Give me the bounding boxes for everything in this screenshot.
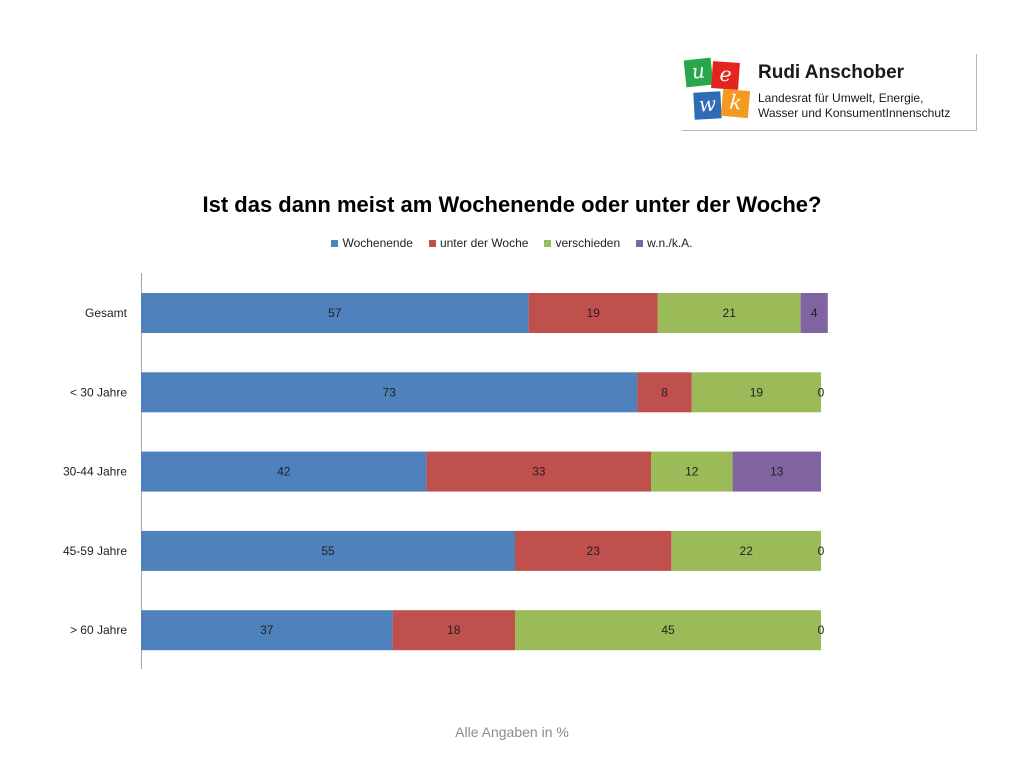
data-label: 0 xyxy=(818,623,825,637)
data-label: 21 xyxy=(723,306,737,320)
legend-label: w.n./k.A. xyxy=(647,236,693,250)
logo: u e w k Rudi Anschober Landesrat für Umw… xyxy=(682,54,977,131)
bar-segment xyxy=(691,372,821,413)
bar-segment xyxy=(141,372,638,413)
data-label: 0 xyxy=(818,544,825,558)
bar-segment xyxy=(426,451,651,492)
bar-segment xyxy=(637,372,692,413)
bar-segment xyxy=(141,610,393,651)
bar-segment xyxy=(141,451,427,492)
data-label: 0 xyxy=(818,385,825,399)
bar-segment xyxy=(141,293,529,333)
legend-label: verschieden xyxy=(555,236,621,250)
data-label: 73 xyxy=(383,385,397,399)
bar-segment xyxy=(671,530,821,571)
legend-swatch xyxy=(544,239,552,247)
legend-item: Wochenende xyxy=(331,236,413,250)
data-label: 19 xyxy=(587,306,601,320)
bar-segment xyxy=(515,530,672,571)
legend-swatch xyxy=(428,239,436,247)
data-label: 23 xyxy=(587,544,601,558)
data-label: 13 xyxy=(770,465,784,479)
data-label: 45 xyxy=(661,623,675,637)
bar-segment xyxy=(515,610,821,651)
data-label: 12 xyxy=(685,465,699,479)
bar-segment xyxy=(392,610,515,651)
legend-item: w.n./k.A. xyxy=(636,236,693,250)
data-label: 57 xyxy=(328,306,342,320)
data-label: 37 xyxy=(260,623,274,637)
data-label: 22 xyxy=(740,544,754,558)
logo-name: Rudi Anschober xyxy=(758,62,905,83)
legend-label: unter der Woche xyxy=(439,236,529,250)
category-label: > 60 Jahre xyxy=(70,623,127,637)
legend-item: verschieden xyxy=(544,236,620,250)
category-label: < 30 Jahre xyxy=(70,385,127,399)
category-label: 30-44 Jahre xyxy=(63,465,127,479)
chart-title: Ist das dann meist am Wochenende oder un… xyxy=(202,192,822,217)
logo-subtitle: Landesrat für Umwelt, Energie, Wasser un… xyxy=(758,91,950,121)
legend-swatch xyxy=(331,239,339,247)
data-label: 19 xyxy=(750,385,764,399)
data-label: 8 xyxy=(661,385,668,399)
legend-label: Wochenende xyxy=(342,236,413,250)
data-label: 42 xyxy=(277,465,291,479)
footnote: Alle Angaben in % xyxy=(455,724,569,740)
category-label: 45-59 Jahre xyxy=(63,544,127,558)
logo-subtitle-line1: Landesrat für Umwelt, Energie, xyxy=(758,91,924,105)
legend-swatch xyxy=(636,239,644,247)
data-label: 55 xyxy=(321,544,335,558)
data-label: 33 xyxy=(532,465,546,479)
data-label: 4 xyxy=(811,306,818,320)
category-label: Gesamt xyxy=(85,306,128,320)
bar-segment xyxy=(657,293,801,333)
bar-segment xyxy=(732,451,821,492)
logo-subtitle-line2: Wasser und KonsumentInnenschutz xyxy=(758,106,951,120)
data-label: 18 xyxy=(447,623,461,637)
bar-segment xyxy=(651,451,733,492)
bar-segment xyxy=(528,293,658,333)
chart-legend: Wochenende unter der Woche verschieden w.n.… xyxy=(0,236,1024,250)
legend-item: unter der Woche xyxy=(428,236,529,250)
bar-segment xyxy=(141,530,515,571)
bar-segment xyxy=(800,293,828,333)
